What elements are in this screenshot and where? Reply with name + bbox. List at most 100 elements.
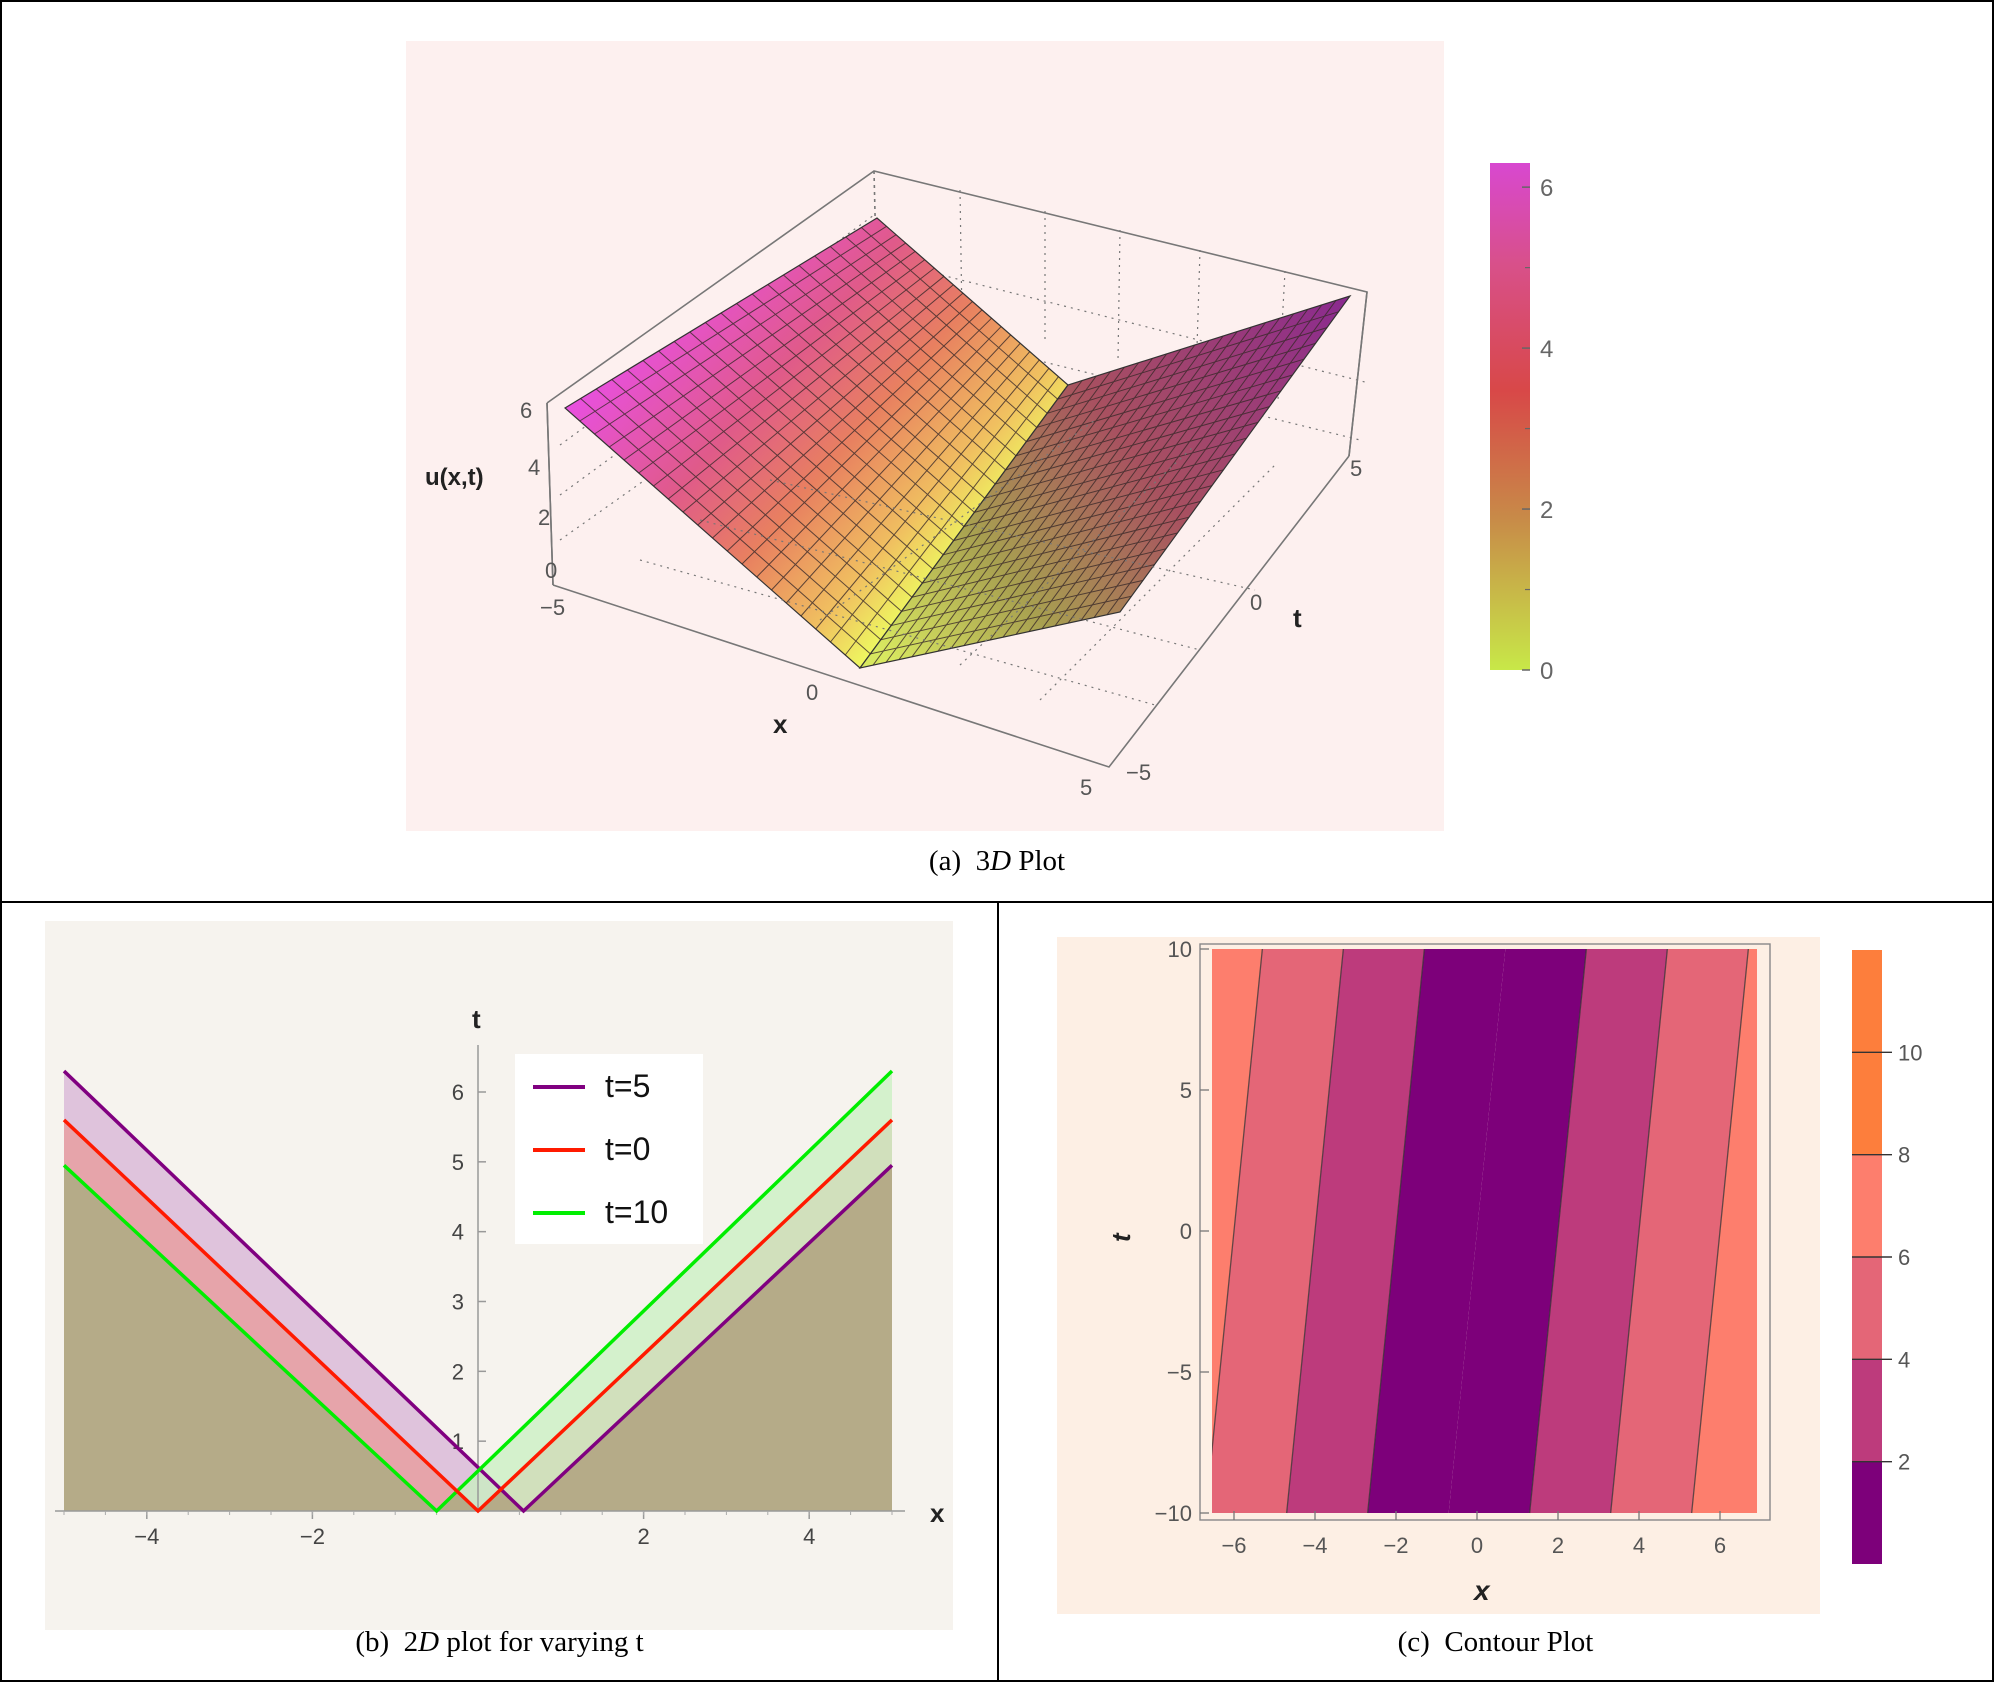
mesh-line xyxy=(989,340,1210,641)
c-x-tick-label: −2 xyxy=(1383,1533,1408,1558)
c-y-tick-label: −5 xyxy=(1167,1360,1192,1385)
mesh-line xyxy=(1015,374,1293,457)
mesh-line xyxy=(995,406,1270,485)
mesh-line xyxy=(1093,304,1323,618)
c-x-tick-label: −4 xyxy=(1302,1533,1327,1558)
mesh-line xyxy=(800,351,1031,617)
surface-mesh xyxy=(579,225,1339,666)
x-tick-5: 5 xyxy=(1080,775,1092,800)
mesh-line xyxy=(1026,358,1305,443)
box-floor-dotted xyxy=(639,419,1276,706)
mesh-line xyxy=(1028,326,1252,632)
c-x-axis-label: x xyxy=(1472,1575,1491,1606)
mesh-line xyxy=(726,309,983,552)
x-tick-0: 0 xyxy=(806,680,818,705)
contour-line xyxy=(1610,949,1668,1514)
b-y-tick-label: 4 xyxy=(452,1220,464,1245)
mesh-line xyxy=(741,317,992,565)
c-x-tick-label: 0 xyxy=(1471,1533,1483,1558)
b-x-tick-label: −4 xyxy=(134,1524,159,1549)
colorbar-a-tick-label: 6 xyxy=(1540,175,1553,202)
mesh-line xyxy=(1015,331,1238,635)
mesh-line xyxy=(974,437,1247,513)
b-x-tick-label: 4 xyxy=(803,1524,815,1549)
b-x-tick-label: −2 xyxy=(300,1524,325,1549)
colorbar-c-band xyxy=(1852,1052,1882,1155)
colorbar-c-tick-label: 6 xyxy=(1898,1245,1910,1270)
contour-band xyxy=(1367,949,1506,1513)
contour-band xyxy=(1610,949,1749,1513)
x-axis-label: x xyxy=(773,709,788,739)
colorbar-a-ticks: 0 2 4 6 xyxy=(1522,175,1553,685)
colorbar-c-band xyxy=(1852,1359,1882,1462)
mesh-line xyxy=(1067,313,1295,624)
mesh-line xyxy=(861,227,1058,400)
series-line-t-5 xyxy=(62,1069,894,1514)
mesh-line xyxy=(767,284,996,485)
mesh-line xyxy=(785,342,1021,604)
z-tick-6: 6 xyxy=(520,398,532,423)
mesh-line xyxy=(751,293,986,499)
colorbar-c-tick-label: 10 xyxy=(1898,1040,1922,1065)
mesh-line xyxy=(1054,317,1280,627)
t-axis-label: t xyxy=(1293,603,1302,633)
panel-c-frame xyxy=(997,901,1994,1682)
colorbar-c-tick-label: 4 xyxy=(1898,1347,1910,1372)
b-y-axis-label: t xyxy=(472,1004,481,1034)
legend-label-t5: t=5 xyxy=(605,1068,650,1104)
b-x-axis-label: x xyxy=(930,1498,945,1528)
colorbar-a xyxy=(1490,163,1530,670)
mesh-line xyxy=(1002,335,1224,638)
mesh-line xyxy=(1036,342,1316,428)
box-front-edges xyxy=(546,291,1368,768)
mesh-line xyxy=(844,376,1059,656)
c-y-tick-label: 0 xyxy=(1180,1219,1192,1244)
mesh-line xyxy=(798,265,1017,457)
colorbar-c-band xyxy=(1852,1154,1882,1257)
mesh-line xyxy=(815,359,1040,630)
x-tick-neg5: −5 xyxy=(540,595,565,620)
mesh-line xyxy=(829,246,1038,428)
mesh-line xyxy=(1005,390,1282,471)
b-y-tick-label: 2 xyxy=(452,1359,464,1384)
mesh-line xyxy=(736,303,975,513)
contour-line xyxy=(1286,949,1344,1514)
mesh-line xyxy=(712,301,973,539)
contour-frame xyxy=(1199,943,1771,1521)
caption-b: (b) 2D plot for varying t xyxy=(355,1626,644,1658)
mesh-line xyxy=(984,421,1259,499)
contour-line xyxy=(1367,949,1425,1514)
area-fill-common xyxy=(64,1165,892,1511)
mesh-line xyxy=(814,255,1027,442)
b-y-tick-label: 6 xyxy=(452,1080,464,1105)
series-line-t-10 xyxy=(62,1069,894,1514)
t-tick-neg5: −5 xyxy=(1126,760,1151,785)
b-y-tick-label: 3 xyxy=(452,1290,464,1315)
mesh-line xyxy=(1080,309,1309,621)
mesh-line xyxy=(1106,300,1337,616)
mesh-line xyxy=(1047,327,1328,414)
c-x-tick-label: 6 xyxy=(1714,1533,1726,1558)
b-y-tick-label: 1 xyxy=(452,1429,464,1454)
mesh-line xyxy=(771,334,1012,591)
colorbar-c-tick-label: 2 xyxy=(1898,1450,1910,1475)
t-tick-5: 5 xyxy=(1350,456,1362,481)
caption-a: (a) 3D Plot xyxy=(928,845,1066,877)
colorbar-c-band xyxy=(1852,950,1882,1053)
z-tick-0: 0 xyxy=(545,558,557,583)
legend-label-t10: t=10 xyxy=(605,1194,668,1230)
c-x-tick-label: 2 xyxy=(1552,1533,1564,1558)
colorbar-c-band xyxy=(1852,1461,1882,1564)
colorbar-c-tick-label: 8 xyxy=(1898,1143,1910,1168)
colorbar-a-tick-label: 0 xyxy=(1540,658,1553,685)
surface-3d-plot: 6 4 2 0 −5 0 5 −5 0 5 u(x,t) x t 0 2 4 6 xyxy=(406,41,1553,831)
mesh-line xyxy=(830,367,1050,643)
caption-c: (c) Contour Plot xyxy=(1397,1626,1594,1658)
b-x-tick-label: 2 xyxy=(637,1524,649,1549)
c-y-axis-label: t xyxy=(1106,1232,1136,1242)
contour-line xyxy=(1212,949,1263,1457)
c-y-tick-label: 10 xyxy=(1168,937,1192,962)
z-tick-4: 4 xyxy=(528,455,540,480)
